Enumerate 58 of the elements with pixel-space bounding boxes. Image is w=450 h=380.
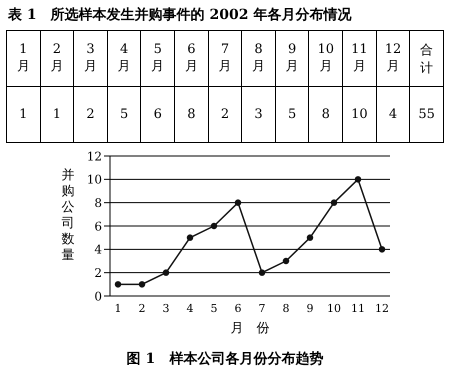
y-tick-label: 2 [94, 266, 102, 280]
y-tick-label: 10 [86, 172, 102, 187]
x-tick-label: 12 [375, 302, 389, 315]
text: 月 [319, 59, 332, 74]
text: 月 [286, 59, 299, 74]
category-label: 12 [384, 42, 402, 57]
x-tick-label: 7 [258, 302, 266, 315]
category-label: 3 [254, 107, 263, 122]
y-tick-label: 4 [94, 242, 102, 257]
text: 月 [252, 59, 266, 74]
y-tick-label: 6 [94, 219, 102, 234]
x-tick-label: 9 [306, 302, 314, 315]
text: 图 1 样本公司各月份分布趋势 [126, 350, 324, 368]
category-label: 6 [154, 107, 162, 122]
text: 月 [218, 59, 232, 74]
x-axis-title: 月 份 [230, 321, 270, 336]
x-tick-label: 1 [114, 302, 122, 315]
text: 月 [184, 59, 198, 74]
x-tick-label: 2 [138, 302, 146, 315]
y-axis-title: 并购公司数量 [60, 168, 76, 264]
y-tick-label: 12 [86, 149, 102, 164]
category-label: 3 [86, 42, 95, 57]
category-label: 6 [187, 42, 196, 57]
category-label: 5 [154, 42, 162, 57]
y-tick-label: 0 [94, 289, 102, 304]
category-label: 7 [220, 42, 230, 57]
category-label: 1 [19, 42, 28, 57]
x-tick-label: 6 [234, 302, 242, 315]
category-label: 10 [318, 42, 334, 57]
category-label: 8 [187, 107, 196, 122]
category-label: 10 [351, 107, 368, 122]
category-label: 4 [120, 42, 128, 57]
x-tick-label: 8 [282, 302, 290, 315]
category-label: 8 [254, 42, 263, 57]
text: 月 [84, 59, 98, 74]
category-label: 4 [388, 107, 398, 122]
text: 月 [118, 59, 131, 74]
category-label: 5 [288, 107, 296, 122]
text: 月 [386, 59, 400, 74]
text: 月 [50, 59, 64, 74]
x-tick-label: 11 [351, 302, 365, 315]
text: 月 [352, 59, 366, 74]
category-label: 11 [351, 42, 368, 57]
x-tick-label: 5 [210, 302, 218, 315]
text: 55 [410, 86, 444, 142]
category-label: 9 [288, 42, 296, 57]
x-tick-label: 10 [327, 302, 341, 315]
category-label: 2 [220, 107, 230, 122]
text: 合计 [410, 30, 444, 86]
category-label: 8 [322, 107, 330, 122]
text: 月 [151, 59, 164, 74]
category-label: 5 [120, 107, 128, 122]
text: 月 [16, 59, 30, 74]
x-tick-label: 3 [162, 302, 170, 315]
chart-title: 表 1 所选样本发生并购事件的 2002 年各月分布情况 [8, 6, 352, 24]
y-tick-label: 8 [94, 196, 102, 210]
x-tick-label: 4 [186, 302, 194, 315]
category-label: 2 [52, 42, 62, 57]
